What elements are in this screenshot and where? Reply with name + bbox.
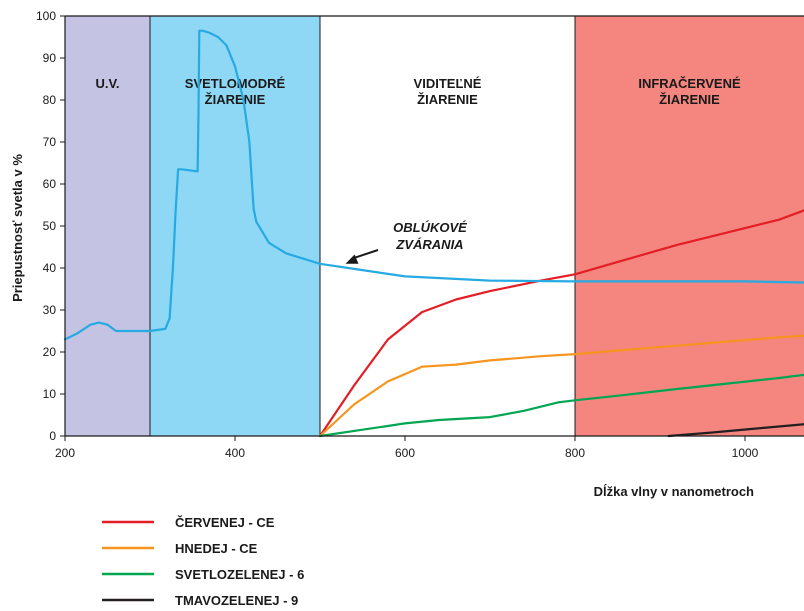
x-tick-label-3: 800 xyxy=(565,446,585,460)
legend: ČERVENEJ - CE HNEDEJ - CE SVETLOZELENEJ - … xyxy=(102,515,304,608)
axes: 0 10 20 30 40 50 60 70 80 90 100 200 400 600 800 1000 xyxy=(36,9,804,460)
y-tick-label-5: 50 xyxy=(43,219,57,233)
legend-label-3: TMAVOZELENEJ - 9 xyxy=(175,593,298,608)
x-axis-label: Dĺžka vlny v nanometroch xyxy=(594,484,754,499)
annotation-text-1: ZVÁRANIA xyxy=(395,237,463,252)
region-label-2-1: ŽIARENIE xyxy=(417,92,478,107)
series-line-1 xyxy=(318,334,804,438)
y-tick-label-1: 10 xyxy=(43,387,57,401)
series-line-2 xyxy=(318,373,804,438)
region-label-3-1: ŽIARENIE xyxy=(659,92,720,107)
y-tick-label-3: 30 xyxy=(43,303,57,317)
region-label-3-0: INFRAČERVENÉ xyxy=(638,76,741,91)
region-band-3 xyxy=(575,16,804,436)
y-tick-label-9: 90 xyxy=(43,51,57,65)
region-band-0 xyxy=(65,16,150,436)
x-tick-label-0: 200 xyxy=(55,446,75,460)
series-line-4 xyxy=(63,29,804,341)
y-axis-label: Priepustnosť svetla v % xyxy=(10,154,25,302)
legend-label-2: SVETLOZELENEJ - 6 xyxy=(175,567,304,582)
x-tick-label-1: 400 xyxy=(225,446,245,460)
x-tick-label-2: 600 xyxy=(395,446,415,460)
y-tick-label-4: 40 xyxy=(43,261,57,275)
annotation-arrow-head xyxy=(345,254,359,264)
y-tick-label-10: 100 xyxy=(36,9,56,23)
y-tick-label-8: 80 xyxy=(43,93,57,107)
annotation-text-0: OBLÚKOVÉ xyxy=(393,220,467,235)
x-tick-label-4: 1000 xyxy=(732,446,759,460)
region-label-1-1: ŽIARENIE xyxy=(205,92,266,107)
region-band-1 xyxy=(150,16,320,436)
series-lines xyxy=(63,29,804,438)
series-line-3 xyxy=(667,423,804,438)
region-label-1-0: SVETLOMODRÉ xyxy=(185,76,286,91)
legend-label-0: ČERVENEJ - CE xyxy=(175,515,275,530)
y-tick-label-6: 60 xyxy=(43,177,57,191)
y-tick-label-7: 70 xyxy=(43,135,57,149)
region-label-0-0: U.V. xyxy=(95,76,119,91)
y-tick-label-0: 0 xyxy=(49,429,56,443)
region-label-2-0: VIDITEĽNÉ xyxy=(414,76,482,91)
annotation: OBLÚKOVÉ ZVÁRANIA xyxy=(345,220,467,264)
y-tick-label-2: 20 xyxy=(43,345,57,359)
annotation-arrow-line xyxy=(354,249,379,259)
legend-label-1: HNEDEJ - CE xyxy=(175,541,258,556)
